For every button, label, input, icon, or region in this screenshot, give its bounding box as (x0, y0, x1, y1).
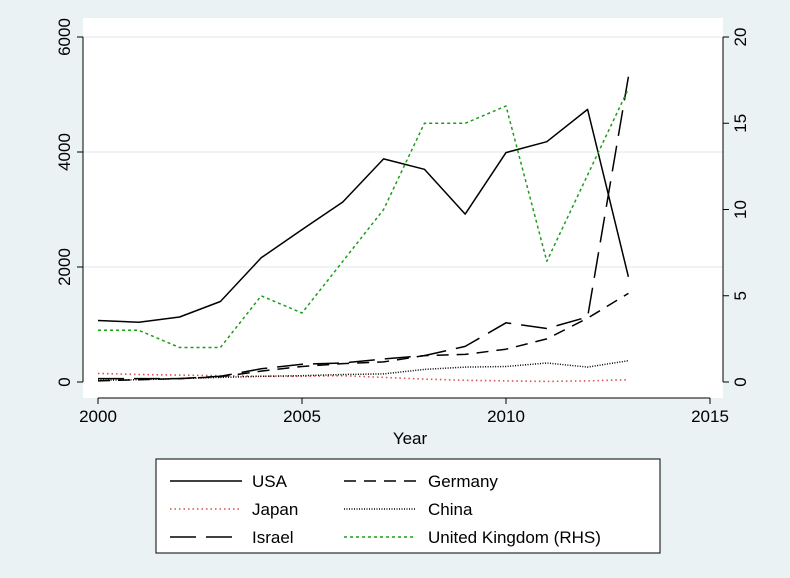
series-lines (97, 76, 630, 383)
y2-tick-label: 5 (731, 291, 750, 300)
series-line-united-kingdom-rhs (98, 88, 630, 349)
legend-label: United Kingdom (RHS) (428, 528, 601, 547)
y2-tick-label: 10 (731, 200, 750, 219)
x-tick-label: 2005 (283, 407, 321, 426)
legend-box (155, 458, 661, 554)
x-tick-label: 2000 (79, 407, 117, 426)
y-tick-label: 0 (55, 377, 74, 386)
legend-label: China (428, 500, 473, 519)
series-line-israel (98, 76, 630, 380)
x-tick-label: 2010 (487, 407, 525, 426)
axes: 0 2000 4000 6000 0 5 10 15 20 2000 2005 2010 2015 (55, 18, 750, 426)
y2-tick-label: 15 (731, 114, 750, 133)
legend-label: Israel (252, 528, 294, 547)
series-line-usa (97, 108, 630, 323)
legend-label: Japan (252, 500, 298, 519)
y-tick-label: 4000 (55, 133, 74, 171)
legend-label: Germany (428, 472, 498, 491)
legend: USA Germany Japan China Israel United Kingdom… (155, 458, 661, 554)
y-tick-label: 6000 (55, 18, 74, 56)
legend-label: USA (252, 472, 288, 491)
y2-tick-label: 20 (731, 28, 750, 47)
x-axis-label: Year (393, 429, 428, 448)
y-tick-label: 2000 (55, 248, 74, 286)
series-line-japan (97, 372, 629, 383)
x-tick-label: 2015 (691, 407, 729, 426)
plot-area-background (83, 18, 723, 398)
y2-tick-label: 0 (731, 377, 750, 386)
